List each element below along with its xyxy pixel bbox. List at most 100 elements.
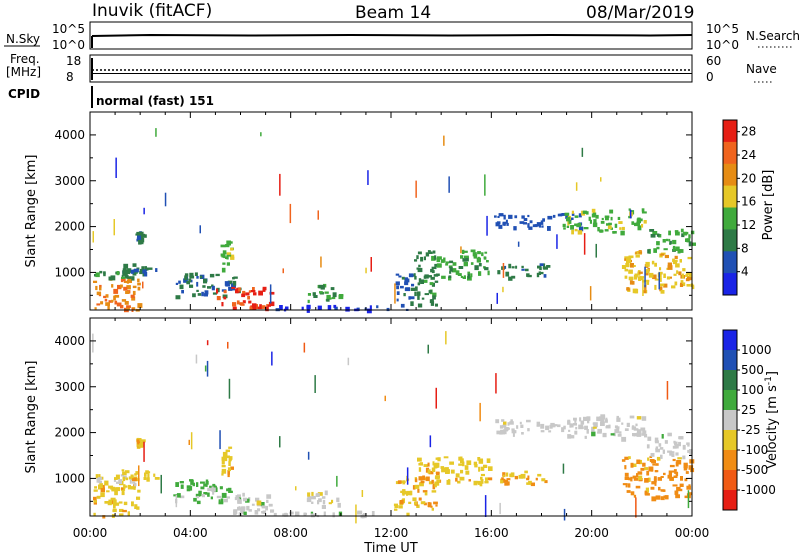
velocity-streak bbox=[484, 495, 487, 517]
power-colorbar-tick-4: 20 bbox=[741, 171, 756, 185]
velocity-region-5 bbox=[216, 492, 275, 516]
velocity-colorbar-swatch-5 bbox=[723, 430, 737, 451]
power-streak bbox=[486, 215, 488, 236]
power-region-14 bbox=[562, 208, 647, 236]
power-streak bbox=[644, 266, 646, 288]
velocity-region-2 bbox=[121, 469, 160, 482]
x-axis: 00:00 04:00 08:00 12:00 16:00 20:00 00:00 bbox=[73, 526, 710, 540]
power-streak bbox=[448, 176, 450, 193]
power-streak bbox=[164, 192, 167, 207]
power-streak bbox=[629, 209, 632, 219]
nave-label: Nave bbox=[746, 62, 777, 76]
power-streak bbox=[415, 180, 417, 198]
freq-unit-label: [MHz] bbox=[6, 65, 41, 79]
velocity-colorbar-tick-1: 500 bbox=[741, 363, 764, 377]
power-streak bbox=[517, 241, 520, 247]
velocity-streak bbox=[271, 351, 273, 366]
velocity-colorbar-tick-2: 100 bbox=[741, 383, 764, 397]
velocity-streak bbox=[435, 387, 437, 409]
x-tick-0: 00:00 bbox=[73, 526, 108, 540]
power-streak bbox=[600, 177, 602, 182]
nsky-tick-bottom: 10^0 bbox=[52, 38, 85, 52]
power-ytick-1: 2000 bbox=[54, 220, 85, 234]
nsky-label: N.Sky bbox=[6, 32, 40, 46]
power-colorbar-swatch-7 bbox=[723, 273, 737, 296]
power-streak bbox=[496, 292, 498, 304]
velocity-streak bbox=[336, 475, 338, 487]
velocity-colorbar-tick-5: -100 bbox=[741, 443, 768, 457]
velocity-region-16 bbox=[646, 432, 693, 460]
power-colorbar-label: Power [dB] bbox=[761, 170, 776, 241]
velocity-streak bbox=[406, 467, 409, 485]
velocity-streak bbox=[303, 342, 306, 353]
velocity-colorbar-swatch-8 bbox=[723, 490, 737, 511]
velocity-colorbar-swatch-2 bbox=[723, 370, 737, 391]
power-region-2 bbox=[122, 263, 158, 277]
velocity-streak bbox=[347, 357, 350, 366]
nave-tick-bottom: 0 bbox=[706, 70, 714, 84]
velocity-streak bbox=[307, 451, 310, 460]
power-colorbar-tick-2: 12 bbox=[741, 218, 756, 232]
power-streak bbox=[142, 281, 144, 289]
velocity-colorbar-label: Velocity [m s-1] bbox=[764, 371, 780, 469]
freq-tick-top: 18 bbox=[66, 54, 81, 68]
velocity-streak bbox=[188, 439, 190, 445]
velocity-colorbar-tick-3: 25 bbox=[741, 403, 756, 417]
velocity-streak bbox=[495, 373, 497, 394]
velocity-streak bbox=[92, 333, 94, 353]
velocity-streak bbox=[635, 497, 637, 518]
power-streak bbox=[460, 246, 462, 254]
velocity-streak bbox=[175, 495, 178, 508]
velocity-region-11 bbox=[433, 456, 493, 488]
velocity-streak bbox=[562, 463, 565, 474]
power-colorbar-swatch-4 bbox=[723, 207, 737, 230]
velocity-colorbar-tick-6: -500 bbox=[741, 463, 768, 477]
freq-tick-bottom: 8 bbox=[66, 70, 74, 84]
velocity-colorbar-swatch-7 bbox=[723, 470, 737, 491]
velocity-streak bbox=[228, 378, 231, 399]
x-tick-6: 00:00 bbox=[675, 526, 710, 540]
power-region-15 bbox=[621, 250, 695, 294]
velocity-streak bbox=[445, 331, 447, 345]
power-colorbar-swatch-1 bbox=[723, 141, 737, 165]
power-streak bbox=[365, 267, 367, 274]
velocity-colorbar-tick-7: -1000 bbox=[741, 483, 776, 497]
velocity-colorbar-swatch-3 bbox=[723, 390, 737, 411]
power-streak bbox=[289, 203, 292, 224]
velocity-colorbar-swatch-1 bbox=[723, 350, 737, 371]
power-region-11 bbox=[434, 249, 490, 281]
power-ytick-3: 4000 bbox=[54, 128, 85, 142]
power-streak bbox=[589, 286, 592, 301]
velocity-streak bbox=[204, 365, 207, 372]
nsky-panel: N.Sky 10^5 10^0 10^5 10^0 N.Search bbox=[4, 21, 800, 52]
x-tick-2: 08:00 bbox=[273, 526, 308, 540]
power-streak bbox=[367, 170, 369, 185]
cpid-label: CPID bbox=[8, 87, 40, 101]
velocity-colorbar-tick-4: -25 bbox=[741, 423, 761, 437]
power-streak bbox=[155, 128, 157, 137]
velocity-colorbar-swatch-6 bbox=[723, 450, 737, 471]
power-region-6 bbox=[220, 240, 235, 273]
velocity-colorbar-tick-0: 1000 bbox=[741, 343, 772, 357]
power-streak bbox=[443, 135, 445, 146]
nave-tick-top: 60 bbox=[706, 54, 721, 68]
x-axis-label: Time UT bbox=[363, 541, 417, 554]
power-streak bbox=[115, 157, 117, 178]
power-streak bbox=[484, 174, 486, 196]
power-streak bbox=[317, 210, 319, 220]
velocity-streak bbox=[499, 502, 501, 515]
velocity-streak bbox=[429, 435, 432, 448]
power-streak bbox=[556, 234, 558, 249]
power-streak bbox=[502, 263, 505, 278]
velocity-streak bbox=[295, 486, 297, 491]
velocity-streak bbox=[138, 465, 140, 487]
power-ytick-0: 1000 bbox=[54, 265, 85, 279]
velocity-region-14 bbox=[563, 414, 648, 442]
velocity-region-8 bbox=[306, 490, 341, 509]
velocity-ytick-0: 1000 bbox=[54, 471, 85, 485]
velocity-colorbar-swatch-0 bbox=[723, 330, 737, 351]
x-tick-1: 04:00 bbox=[173, 526, 208, 540]
velocity-region-12 bbox=[500, 470, 548, 487]
velocity-region-3 bbox=[136, 437, 146, 449]
